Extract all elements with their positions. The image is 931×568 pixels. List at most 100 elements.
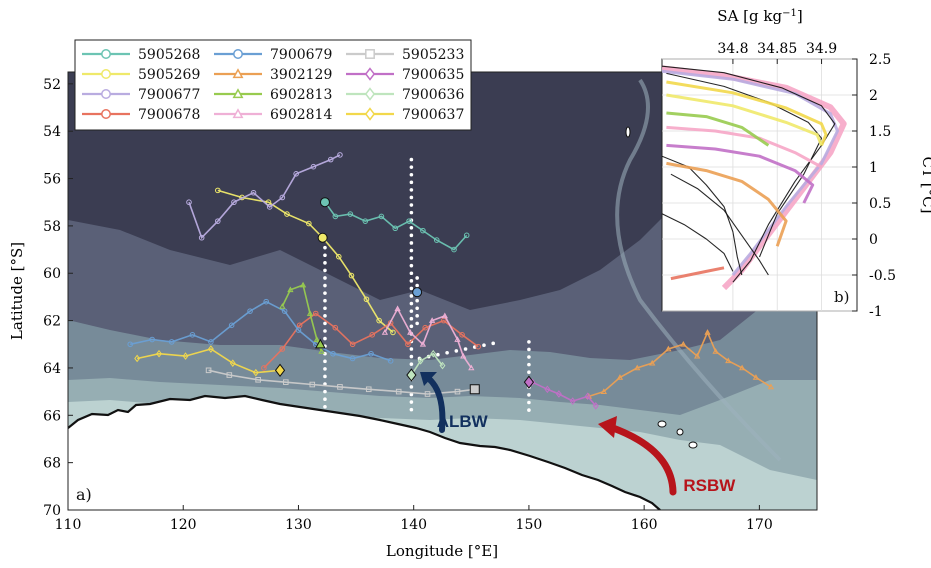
- trajectory-point: [725, 357, 732, 364]
- section-dot: [415, 276, 419, 280]
- section-dot: [323, 276, 327, 280]
- trajectory-point: [378, 213, 385, 220]
- section-dot: [323, 367, 327, 371]
- section-dot: [409, 180, 414, 185]
- map-x-tick-label: 160: [631, 517, 658, 533]
- legend-label: 6902813: [270, 87, 332, 103]
- section-dot: [409, 309, 414, 313]
- section-dot: [482, 343, 486, 348]
- trajectory-point: [569, 397, 576, 405]
- trajectory-point: [752, 374, 760, 380]
- trajectory-point: [337, 384, 343, 390]
- trajectory-point: [156, 349, 162, 358]
- island-4: [625, 126, 631, 138]
- trajectory-point: [261, 365, 267, 371]
- trajectory-point: [694, 352, 701, 359]
- trajectory-point: [454, 336, 461, 342]
- trajectory-point: [313, 336, 321, 342]
- section-dot: [527, 347, 531, 352]
- legend-item-7900678: 7900678: [82, 107, 200, 123]
- ts-y-tick-label: 1.5: [869, 124, 891, 140]
- section-dot: [323, 268, 327, 273]
- section-dot: [527, 400, 531, 405]
- ts-x-tick-label: 34.8: [717, 41, 748, 57]
- map-y-tick-label: 64: [43, 361, 61, 377]
- trajectory-point: [306, 310, 314, 316]
- trajectory-point: [417, 357, 424, 365]
- ts-x-ticks: 34.8 34.85 34.9: [717, 41, 837, 64]
- trajectory-point: [310, 163, 317, 170]
- ts-y-tick-label: 0: [869, 232, 878, 248]
- trajectory-point: [295, 327, 302, 333]
- legend-swatch-marker: [232, 68, 244, 79]
- trajectory-point: [337, 152, 343, 158]
- end-marker-7900637: [274, 363, 286, 377]
- ts-profile: [662, 65, 836, 283]
- panel-a-label: a): [76, 485, 92, 504]
- map-y-tick-label: 52: [43, 77, 61, 93]
- section-dot: [527, 355, 531, 359]
- legend-label: 7900679: [270, 47, 332, 63]
- section-dot: [409, 324, 414, 329]
- trajectory-point: [363, 296, 370, 303]
- trajectory-point: [332, 324, 339, 331]
- trajectory-point: [226, 372, 233, 378]
- map-y-tick-label: 54: [43, 124, 61, 140]
- legend-item-7900636: 7900636: [346, 87, 464, 103]
- section-dot: [323, 306, 327, 311]
- trajectory-point: [405, 341, 411, 348]
- trajectory-point: [229, 359, 236, 368]
- ts-profile: [666, 80, 828, 146]
- map-legend: 5905268 5905269 7900677 7900678 7900679 39021…: [74, 39, 472, 131]
- trajectory-point: [247, 308, 253, 314]
- trajectory-point: [207, 345, 214, 353]
- trajectory-point: [263, 298, 269, 305]
- trajectory-point: [463, 232, 470, 239]
- legend-swatch-marker: [233, 49, 243, 59]
- section-dot: [409, 301, 414, 306]
- section-dot: [323, 329, 327, 333]
- section-dot: [409, 316, 414, 321]
- trajectory-point: [282, 379, 289, 385]
- legend-box: [74, 39, 472, 131]
- trajectory-6902814: [381, 305, 475, 371]
- trajectory-point: [284, 211, 290, 217]
- trajectory-point: [215, 218, 221, 224]
- section-dot: [323, 336, 327, 341]
- map-x-tick-label: 140: [400, 517, 427, 533]
- section-dot: [415, 314, 419, 318]
- trajectory-point: [387, 358, 394, 364]
- map-x-tick-label: 110: [55, 517, 82, 533]
- trajectory-point: [349, 355, 356, 362]
- legend-swatch-marker: [101, 109, 111, 119]
- trajectory-point: [428, 317, 436, 323]
- trajectory-point: [312, 310, 319, 317]
- section-dot: [323, 283, 327, 288]
- albw-label: ALBW: [437, 412, 489, 431]
- section-dot: [409, 203, 414, 207]
- trajectory-point: [231, 199, 237, 206]
- trajectory-line: [136, 348, 281, 374]
- trajectory-point: [368, 350, 374, 357]
- legend-item-7900679: 7900679: [214, 47, 332, 63]
- legend-item-5905233: 5905233: [346, 47, 464, 63]
- end-marker-7900636: [406, 368, 417, 382]
- legend-swatch-marker: [364, 107, 376, 121]
- trajectory-line: [588, 330, 772, 398]
- legend-label: 5905268: [138, 47, 200, 63]
- section-dot: [527, 340, 531, 344]
- trajectory-point: [381, 329, 389, 335]
- legend-label: 7900637: [402, 107, 464, 123]
- map-x-tick-label: 170: [746, 517, 773, 533]
- section-dot: [454, 349, 459, 353]
- trajectory-point: [349, 341, 356, 348]
- section-dot: [409, 407, 414, 412]
- trajectory-point: [680, 340, 687, 347]
- section-dot: [415, 283, 419, 288]
- end-marker-5905233: [469, 384, 480, 395]
- map-x-tick-label: 130: [285, 517, 312, 533]
- trajectory-point: [592, 402, 599, 410]
- section-dot: [323, 404, 327, 409]
